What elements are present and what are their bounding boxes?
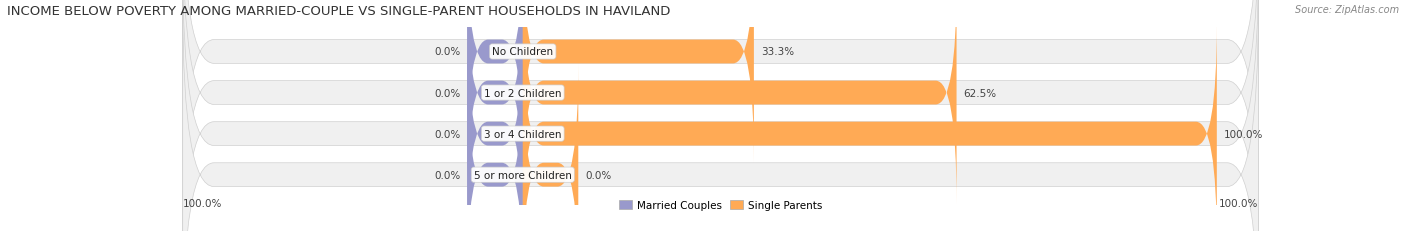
Text: 1 or 2 Children: 1 or 2 Children bbox=[484, 88, 561, 98]
FancyBboxPatch shape bbox=[523, 64, 578, 231]
Text: 100.0%: 100.0% bbox=[1223, 129, 1263, 139]
Text: 0.0%: 0.0% bbox=[434, 88, 460, 98]
Text: 0.0%: 0.0% bbox=[434, 129, 460, 139]
Text: 0.0%: 0.0% bbox=[434, 47, 460, 57]
Text: 62.5%: 62.5% bbox=[963, 88, 997, 98]
FancyBboxPatch shape bbox=[523, 0, 956, 204]
FancyBboxPatch shape bbox=[523, 23, 1216, 231]
Text: 0.0%: 0.0% bbox=[434, 170, 460, 180]
Text: 100.0%: 100.0% bbox=[183, 199, 222, 209]
Text: 3 or 4 Children: 3 or 4 Children bbox=[484, 129, 561, 139]
FancyBboxPatch shape bbox=[183, 0, 1258, 231]
FancyBboxPatch shape bbox=[467, 0, 523, 163]
Text: 33.3%: 33.3% bbox=[761, 47, 794, 57]
Text: Source: ZipAtlas.com: Source: ZipAtlas.com bbox=[1295, 5, 1399, 15]
FancyBboxPatch shape bbox=[183, 3, 1258, 231]
FancyBboxPatch shape bbox=[183, 0, 1258, 231]
FancyBboxPatch shape bbox=[183, 0, 1258, 224]
Text: 100.0%: 100.0% bbox=[1219, 199, 1258, 209]
Text: 0.0%: 0.0% bbox=[585, 170, 612, 180]
FancyBboxPatch shape bbox=[467, 0, 523, 204]
FancyBboxPatch shape bbox=[467, 23, 523, 231]
FancyBboxPatch shape bbox=[467, 64, 523, 231]
Text: INCOME BELOW POVERTY AMONG MARRIED-COUPLE VS SINGLE-PARENT HOUSEHOLDS IN HAVILAN: INCOME BELOW POVERTY AMONG MARRIED-COUPL… bbox=[7, 5, 671, 18]
Legend: Married Couples, Single Parents: Married Couples, Single Parents bbox=[614, 196, 827, 215]
Text: No Children: No Children bbox=[492, 47, 554, 57]
Text: 5 or more Children: 5 or more Children bbox=[474, 170, 572, 180]
FancyBboxPatch shape bbox=[523, 0, 754, 163]
